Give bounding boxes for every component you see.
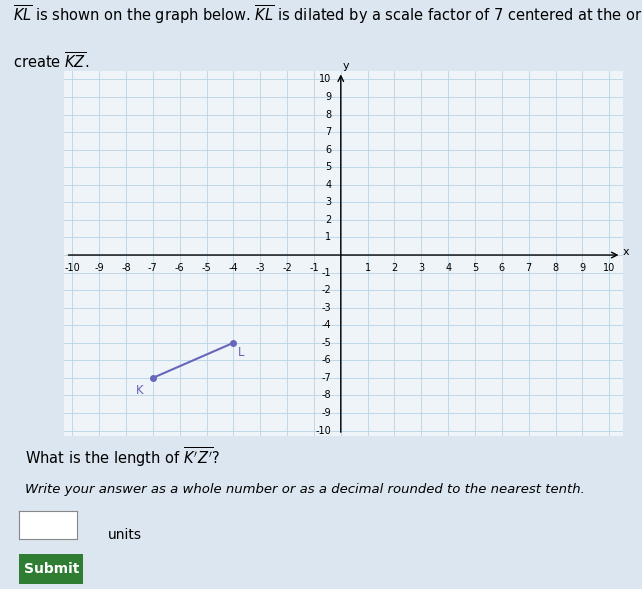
- Text: 10: 10: [603, 263, 616, 273]
- Text: 10: 10: [319, 74, 331, 84]
- Text: -6: -6: [322, 355, 331, 365]
- Text: Write your answer as a whole number or as a decimal rounded to the nearest tenth: Write your answer as a whole number or a…: [25, 483, 585, 496]
- Text: y: y: [343, 61, 349, 71]
- Text: 2: 2: [325, 215, 331, 225]
- Text: 7: 7: [325, 127, 331, 137]
- Text: 8: 8: [325, 110, 331, 120]
- Text: -7: -7: [148, 263, 158, 273]
- Text: K: K: [136, 384, 143, 397]
- Text: 4: 4: [445, 263, 451, 273]
- Text: -4: -4: [229, 263, 238, 273]
- Text: 9: 9: [325, 92, 331, 102]
- Text: -4: -4: [322, 320, 331, 330]
- Text: units: units: [108, 528, 143, 541]
- Text: -3: -3: [256, 263, 265, 273]
- Text: 5: 5: [472, 263, 478, 273]
- Text: -8: -8: [121, 263, 131, 273]
- Text: -9: -9: [94, 263, 104, 273]
- Text: 1: 1: [365, 263, 370, 273]
- Text: -10: -10: [316, 426, 331, 436]
- Text: 3: 3: [325, 197, 331, 207]
- Text: -7: -7: [322, 373, 331, 383]
- Text: -5: -5: [202, 263, 211, 273]
- Text: L: L: [238, 346, 244, 359]
- Text: -1: -1: [322, 267, 331, 277]
- Text: 9: 9: [579, 263, 586, 273]
- Text: -2: -2: [322, 285, 331, 295]
- Text: 1: 1: [325, 233, 331, 243]
- Text: -8: -8: [322, 391, 331, 401]
- Text: -6: -6: [175, 263, 184, 273]
- Text: Submit: Submit: [24, 562, 79, 576]
- Text: 6: 6: [499, 263, 505, 273]
- Text: 4: 4: [325, 180, 331, 190]
- Text: What is the length of $\overline{K'Z'}$?: What is the length of $\overline{K'Z'}$?: [25, 446, 220, 469]
- Text: create $\overline{KZ}$.: create $\overline{KZ}$.: [13, 52, 89, 72]
- Text: $\overline{KL}$ is shown on the graph below. $\overline{KL}$ is dilated by a sca: $\overline{KL}$ is shown on the graph be…: [13, 3, 642, 25]
- Text: -2: -2: [282, 263, 292, 273]
- Text: 5: 5: [325, 162, 331, 172]
- Text: -10: -10: [64, 263, 80, 273]
- Text: -9: -9: [322, 408, 331, 418]
- Text: x: x: [623, 247, 629, 257]
- Text: 8: 8: [553, 263, 559, 273]
- Text: 6: 6: [325, 145, 331, 155]
- Text: 3: 3: [419, 263, 424, 273]
- Text: -3: -3: [322, 303, 331, 313]
- Text: -1: -1: [309, 263, 318, 273]
- Text: 2: 2: [392, 263, 397, 273]
- Text: 7: 7: [526, 263, 532, 273]
- Text: -5: -5: [322, 338, 331, 348]
